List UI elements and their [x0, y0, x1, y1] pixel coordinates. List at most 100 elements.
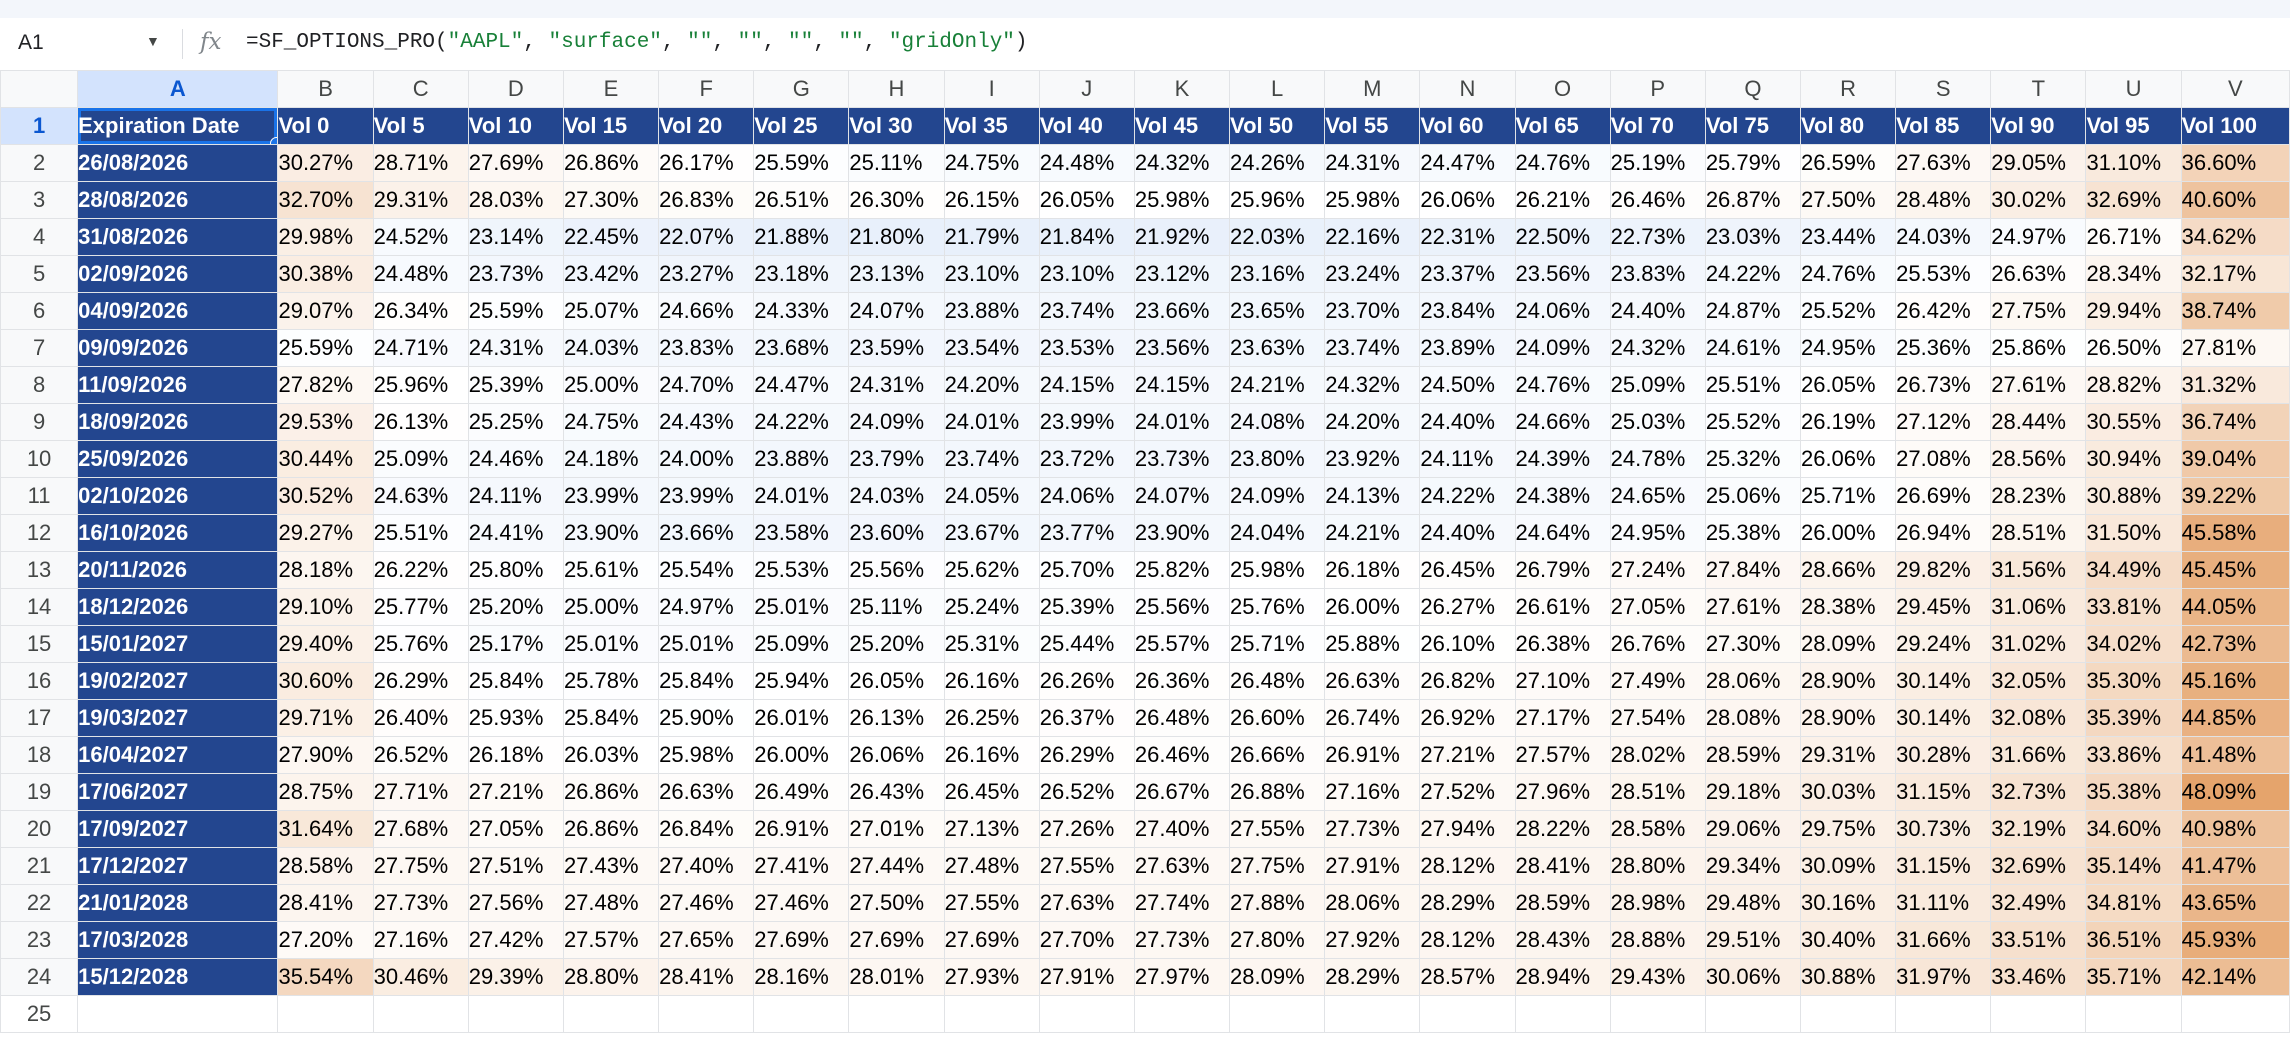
vol-cell[interactable]: 31.32% [2180, 366, 2290, 404]
vol-cell[interactable]: 25.96% [372, 366, 469, 404]
vol-cell[interactable]: 31.06% [1990, 588, 2087, 626]
vol-cell[interactable]: 28.48% [1895, 181, 1992, 219]
name-box[interactable]: A1 ▼ [0, 18, 170, 70]
column-header-r[interactable]: R [1799, 70, 1897, 108]
vol-cell[interactable]: 25.98% [1229, 551, 1326, 589]
vol-cell[interactable]: 25.00% [562, 366, 660, 404]
vol-cell[interactable]: 29.98% [277, 218, 374, 256]
vol-cell[interactable]: 32.69% [1990, 847, 2087, 885]
vol-cell[interactable]: 29.40% [277, 625, 374, 663]
expiration-date-cell[interactable]: 18/09/2026 [77, 403, 279, 441]
vol-cell[interactable]: 28.29% [1324, 958, 1421, 996]
vol-cell[interactable]: 26.26% [1038, 662, 1135, 700]
vol-cell[interactable]: 31.64% [277, 810, 374, 848]
vol-cell[interactable]: 28.06% [1324, 884, 1421, 922]
vol-cell[interactable]: 27.55% [943, 884, 1040, 922]
row-header[interactable]: 13 [0, 551, 79, 589]
vol-cell[interactable]: 25.20% [848, 625, 945, 663]
vol-cell[interactable]: 38.74% [2180, 292, 2290, 330]
vol-cell[interactable]: 27.68% [372, 810, 469, 848]
vol-cell[interactable]: 25.09% [753, 625, 850, 663]
vol-cell[interactable]: 24.95% [1799, 329, 1897, 367]
vol-cell[interactable]: 27.51% [467, 847, 564, 885]
vol-cell[interactable]: 25.31% [943, 625, 1040, 663]
vol-header[interactable]: Vol 100 [2180, 107, 2290, 145]
spreadsheet-grid[interactable]: A B C D E F G H I J K L M N O P Q R S T U V 1 Expiration Date Vo… [0, 70, 2290, 1033]
vol-cell[interactable]: 26.22% [372, 551, 469, 589]
vol-cell[interactable]: 26.13% [848, 699, 945, 737]
empty-cell[interactable] [77, 995, 279, 1033]
vol-cell[interactable]: 28.12% [1419, 847, 1516, 885]
vol-cell[interactable]: 28.23% [1990, 477, 2087, 515]
vol-cell[interactable]: 26.45% [943, 773, 1040, 811]
vol-cell[interactable]: 26.40% [372, 699, 469, 737]
vol-cell[interactable]: 25.76% [372, 625, 469, 663]
vol-cell[interactable]: 26.86% [562, 773, 660, 811]
expiration-date-cell[interactable]: 02/10/2026 [77, 477, 279, 515]
row-header[interactable]: 11 [0, 477, 79, 515]
vol-cell[interactable]: 28.29% [1419, 884, 1516, 922]
vol-cell[interactable]: 35.30% [2085, 662, 2182, 700]
vol-cell[interactable]: 22.73% [1609, 218, 1706, 256]
vol-cell[interactable]: 24.95% [1609, 514, 1706, 552]
vol-cell[interactable]: 23.99% [658, 477, 755, 515]
expiration-date-cell[interactable]: 16/04/2027 [77, 736, 279, 774]
vol-cell[interactable]: 22.03% [1229, 218, 1326, 256]
vol-cell[interactable]: 32.49% [1990, 884, 2087, 922]
vol-cell[interactable]: 28.51% [1609, 773, 1706, 811]
vol-cell[interactable]: 32.08% [1990, 699, 2087, 737]
vol-cell[interactable]: 24.09% [1229, 477, 1326, 515]
expiration-date-cell[interactable]: 25/09/2026 [77, 440, 279, 478]
vol-cell[interactable]: 25.84% [562, 699, 660, 737]
vol-cell[interactable]: 24.97% [1990, 218, 2087, 256]
vol-cell[interactable]: 25.51% [372, 514, 469, 552]
vol-cell[interactable]: 31.66% [1895, 921, 1992, 959]
row-header[interactable]: 10 [0, 440, 79, 478]
vol-cell[interactable]: 21.92% [1133, 218, 1231, 256]
expiration-date-cell[interactable]: 31/08/2026 [77, 218, 279, 256]
empty-cell[interactable] [372, 995, 469, 1033]
vol-cell[interactable]: 39.04% [2180, 440, 2290, 478]
vol-cell[interactable]: 43.65% [2180, 884, 2290, 922]
vol-cell[interactable]: 36.60% [2180, 144, 2290, 182]
vol-cell[interactable]: 27.46% [658, 884, 755, 922]
vol-cell[interactable]: 28.44% [1990, 403, 2087, 441]
vol-cell[interactable]: 27.75% [1229, 847, 1326, 885]
vol-cell[interactable]: 28.59% [1514, 884, 1611, 922]
vol-cell[interactable]: 25.78% [562, 662, 660, 700]
vol-cell[interactable]: 31.66% [1990, 736, 2087, 774]
vol-cell[interactable]: 24.07% [1133, 477, 1231, 515]
vol-cell[interactable]: 23.80% [1229, 440, 1326, 478]
vol-cell[interactable]: 25.03% [1609, 403, 1706, 441]
vol-cell[interactable]: 23.70% [1324, 292, 1421, 330]
vol-cell[interactable]: 24.04% [1229, 514, 1326, 552]
row-header[interactable]: 5 [0, 255, 79, 293]
vol-cell[interactable]: 41.47% [2180, 847, 2290, 885]
vol-cell[interactable]: 29.27% [277, 514, 374, 552]
vol-cell[interactable]: 25.76% [1229, 588, 1326, 626]
vol-cell[interactable]: 27.26% [1038, 810, 1135, 848]
vol-cell[interactable]: 25.44% [1038, 625, 1135, 663]
vol-cell[interactable]: 23.58% [753, 514, 850, 552]
empty-cell[interactable] [1895, 995, 1992, 1033]
vol-cell[interactable]: 29.43% [1609, 958, 1706, 996]
vol-cell[interactable]: 26.42% [1895, 292, 1992, 330]
vol-cell[interactable]: 27.41% [753, 847, 850, 885]
vol-cell[interactable]: 25.80% [467, 551, 564, 589]
vol-cell[interactable]: 26.79% [1514, 551, 1611, 589]
row-header[interactable]: 17 [0, 699, 79, 737]
vol-cell[interactable]: 25.57% [1133, 625, 1231, 663]
vol-cell[interactable]: 25.70% [1038, 551, 1135, 589]
empty-cell[interactable] [848, 995, 945, 1033]
vol-cell[interactable]: 24.66% [658, 292, 755, 330]
vol-cell[interactable]: 27.48% [562, 884, 660, 922]
empty-cell[interactable] [1419, 995, 1516, 1033]
vol-cell[interactable]: 26.16% [943, 662, 1040, 700]
column-header-c[interactable]: C [372, 70, 469, 108]
vol-cell[interactable]: 24.20% [1324, 403, 1421, 441]
empty-cell[interactable] [1799, 995, 1897, 1033]
vol-cell[interactable]: 30.94% [2085, 440, 2182, 478]
vol-cell[interactable]: 23.89% [1419, 329, 1516, 367]
vol-cell[interactable]: 24.75% [562, 403, 660, 441]
vol-cell[interactable]: 28.41% [277, 884, 374, 922]
